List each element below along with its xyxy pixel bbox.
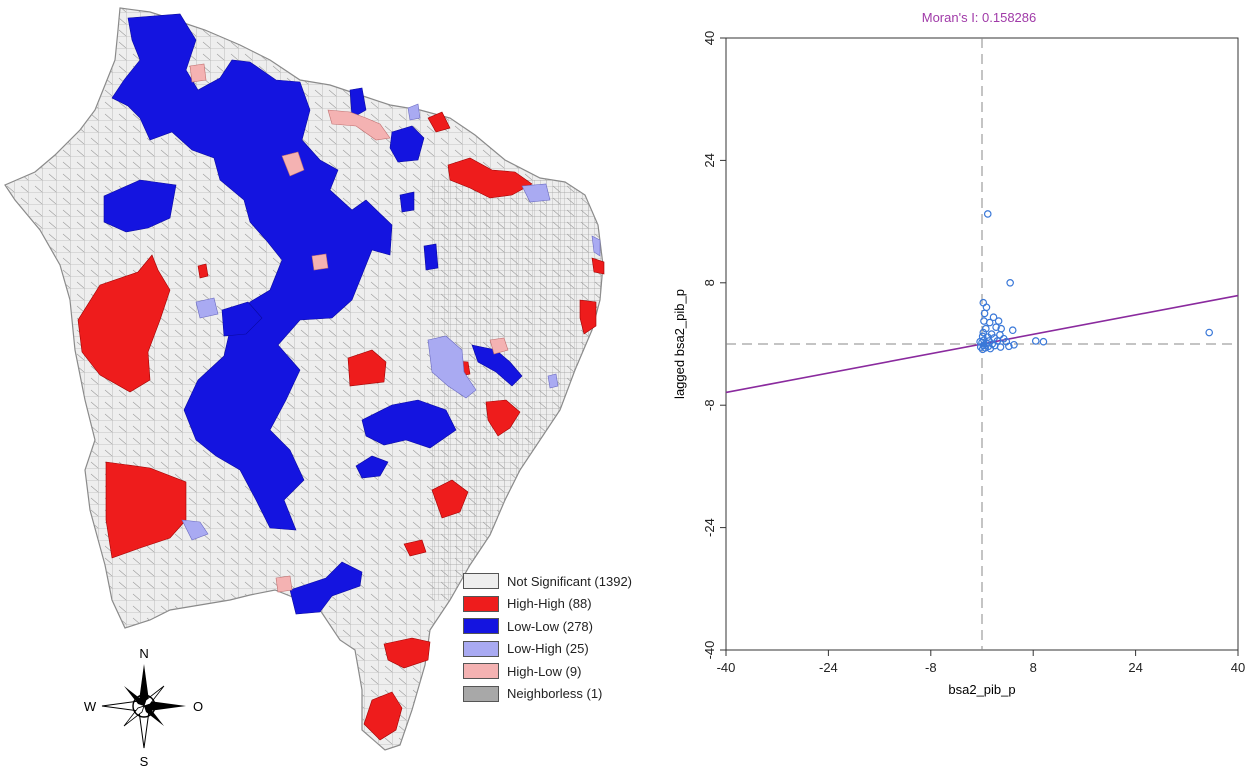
high-low-clusters xyxy=(189,63,509,593)
compass-rose: N S W O xyxy=(84,646,203,769)
compass-south-label: S xyxy=(140,754,149,769)
data-point xyxy=(1008,326,1017,335)
map-panel: N S W O Not Significant (1392) High-High… xyxy=(4,7,632,769)
y-axis: -40 -24 -8 8 24 40 xyxy=(702,31,726,660)
legend-swatch xyxy=(463,640,499,657)
legend-swatch xyxy=(463,595,499,612)
moran-scatterplot-panel: Moran's I: 0.158286 -40 -24 -8 8 24 40 -40 -24… xyxy=(660,0,1258,774)
moran-scatterplot: Moran's I: 0.158286 -40 -24 -8 8 24 40 -40 -24… xyxy=(672,10,1245,697)
map-legend: Not Significant (1392) High-High (88) Lo… xyxy=(463,570,632,705)
data-point xyxy=(989,313,998,322)
data-point xyxy=(978,345,987,354)
legend-label: Low-Low (278) xyxy=(507,618,593,634)
x-tick-label: 24 xyxy=(1128,660,1142,675)
data-point xyxy=(1031,337,1040,345)
x-tick-label: 40 xyxy=(1231,660,1245,675)
legend-swatch xyxy=(463,618,499,635)
legend-row-low-low: Low-Low (278) xyxy=(463,615,632,638)
x-tick-label: -40 xyxy=(717,660,736,675)
compass-west-label: W xyxy=(84,699,97,714)
data-point xyxy=(980,309,989,318)
y-tick-label: 24 xyxy=(702,153,717,167)
y-tick-label: -8 xyxy=(702,399,717,411)
data-point xyxy=(1006,278,1014,287)
x-axis-label: bsa2_pib_p xyxy=(948,682,1015,697)
y-tick-label: 8 xyxy=(702,279,717,286)
y-axis-label: lagged bsa2_pib_p xyxy=(672,289,687,399)
legend-swatch xyxy=(463,573,499,590)
legend-label: Not Significant (1392) xyxy=(507,573,633,589)
x-tick-label: -24 xyxy=(819,660,838,675)
legend-swatch xyxy=(463,685,499,702)
compass-east-label: O xyxy=(193,699,203,714)
legend-label: High-Low (9) xyxy=(507,663,582,679)
data-point xyxy=(985,318,994,327)
y-tick-label: 40 xyxy=(702,31,717,45)
data-point xyxy=(996,331,1004,339)
data-point xyxy=(976,343,985,351)
legend-swatch xyxy=(463,663,499,680)
data-point xyxy=(979,328,988,337)
data-point xyxy=(982,303,991,312)
y-tick-label: -40 xyxy=(702,641,717,660)
data-point xyxy=(1010,340,1018,349)
y-tick-label: -24 xyxy=(702,518,717,537)
compass-north-label: N xyxy=(139,646,148,661)
x-axis: -40 -24 -8 8 24 40 xyxy=(717,650,1245,675)
chart-title: Moran's I: 0.158286 xyxy=(922,10,1037,25)
data-points xyxy=(976,210,1214,354)
data-point xyxy=(983,210,992,218)
data-point xyxy=(1205,328,1214,337)
legend-row-high-low: High-Low (9) xyxy=(463,660,632,683)
region-map: N S W O xyxy=(4,7,605,769)
data-point xyxy=(994,317,1003,325)
low-low-clusters xyxy=(103,13,523,615)
legend-label: Neighborless (1) xyxy=(507,686,603,702)
data-point xyxy=(996,343,1005,351)
data-point xyxy=(1005,342,1013,351)
legend-row-high-high: High-High (88) xyxy=(463,593,632,616)
data-point xyxy=(976,337,984,346)
data-point xyxy=(979,298,988,307)
legend-label: High-High (88) xyxy=(507,596,592,612)
legend-row-not-significant: Not Significant (1392) xyxy=(463,570,632,593)
x-tick-label: -8 xyxy=(925,660,937,675)
high-high-clusters xyxy=(77,111,605,741)
data-point xyxy=(1039,337,1048,346)
legend-row-neighborless: Neighborless (1) xyxy=(463,683,632,706)
low-high-clusters xyxy=(181,103,601,541)
legend-row-low-high: Low-High (25) xyxy=(463,638,632,661)
legend-label: Low-High (25) xyxy=(507,641,589,657)
data-point xyxy=(992,323,1000,331)
data-point xyxy=(986,344,995,353)
x-tick-label: 8 xyxy=(1030,660,1037,675)
